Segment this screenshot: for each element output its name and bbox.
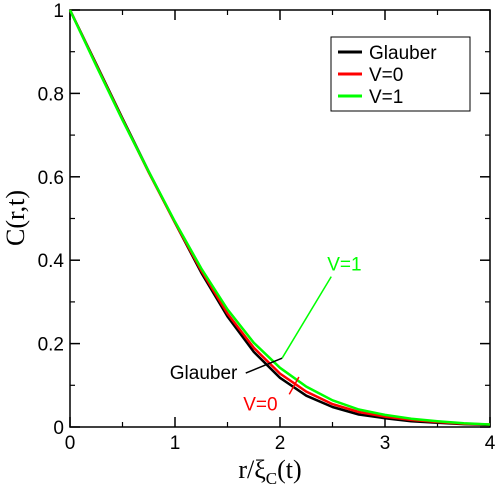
y-tick-label: 0 (53, 418, 64, 439)
annotation-v1-label: V=1 (327, 255, 361, 276)
y-tick-label: 0.8 (38, 84, 64, 105)
y-tick-label: 0.4 (38, 251, 65, 272)
x-axis-title-tail: (t) (277, 455, 302, 484)
legend-label-v1: V=1 (369, 87, 403, 108)
annotation-glauber-label: Glauber (170, 363, 238, 384)
x-tick-label: 2 (275, 433, 286, 454)
x-tick-label: 0 (65, 433, 76, 454)
annotation-v1-pointer (281, 276, 332, 359)
legend: Glauber V=0 V=1 (330, 36, 471, 112)
y-tick-label: 0.6 (38, 168, 64, 189)
x-tick-label: 3 (380, 433, 391, 454)
legend-label-glauber: Glauber (369, 43, 437, 64)
annotation-v0-pointer (288, 376, 300, 395)
tick-group: 0 1 2 3 4 0 0.2 0.4 0.6 0.8 1 (38, 1, 496, 454)
x-axis-title-main: r/ξ (238, 455, 265, 484)
y-tick-label: 1 (53, 1, 64, 22)
annotation-v0-label: V=0 (243, 394, 277, 415)
series-line-v1 (68, 9, 491, 426)
annotation-glauber-pointer (245, 357, 283, 374)
x-axis-title: r/ξC(t) (238, 455, 301, 488)
y-tick-label: 0.2 (38, 335, 64, 356)
x-tick-label: 1 (170, 433, 181, 454)
series-group (68, 9, 491, 427)
x-axis-title-subscript: C (266, 469, 277, 488)
y-axis-title: C(r,t) (1, 190, 30, 246)
x-tick-label: 4 (485, 433, 496, 454)
legend-label-v0: V=0 (369, 65, 403, 86)
